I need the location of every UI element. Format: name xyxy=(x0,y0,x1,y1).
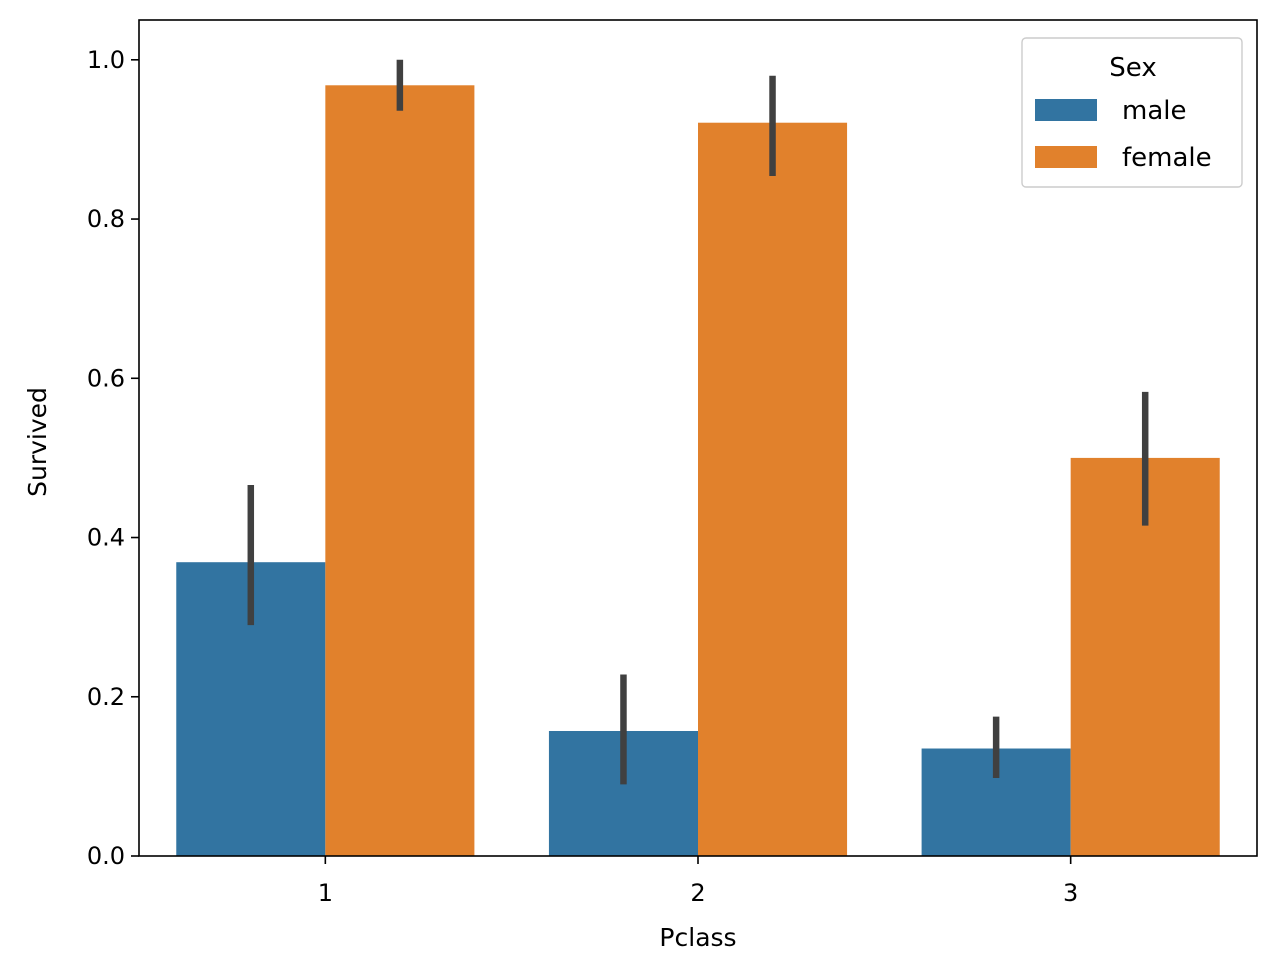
legend: Sex male female xyxy=(1021,37,1243,188)
bar-female-pclass-2 xyxy=(698,122,848,857)
y-tick-label: 1.0 xyxy=(87,46,125,74)
y-tick-label: 0.2 xyxy=(87,683,125,711)
legend-swatch-female xyxy=(1035,146,1097,168)
x-tick-label: 1 xyxy=(318,879,333,907)
y-axis-label: Survived xyxy=(23,387,52,497)
legend-label-male: male xyxy=(1122,96,1186,126)
error-bars-layer xyxy=(247,59,1149,785)
x-tick-label: 3 xyxy=(1063,879,1078,907)
y-tick-label: 0.6 xyxy=(87,364,125,392)
legend-title: Sex xyxy=(1109,53,1156,83)
y-tick-label: 0.4 xyxy=(87,524,125,552)
x-axis-label: Pclass xyxy=(659,923,736,952)
y-axis: 0.0 0.2 0.4 0.6 0.8 1.0 xyxy=(87,46,139,870)
y-tick-label: 0.0 xyxy=(87,842,125,870)
bars-layer xyxy=(176,85,1220,857)
bar-female-pclass-1 xyxy=(325,85,475,857)
y-tick-label: 0.8 xyxy=(87,205,125,233)
x-tick-label: 2 xyxy=(690,879,705,907)
x-axis: 1 2 3 xyxy=(318,856,1078,907)
legend-entries: male female xyxy=(1035,96,1212,173)
legend-label-female: female xyxy=(1122,143,1212,173)
legend-swatch-male xyxy=(1035,99,1097,121)
